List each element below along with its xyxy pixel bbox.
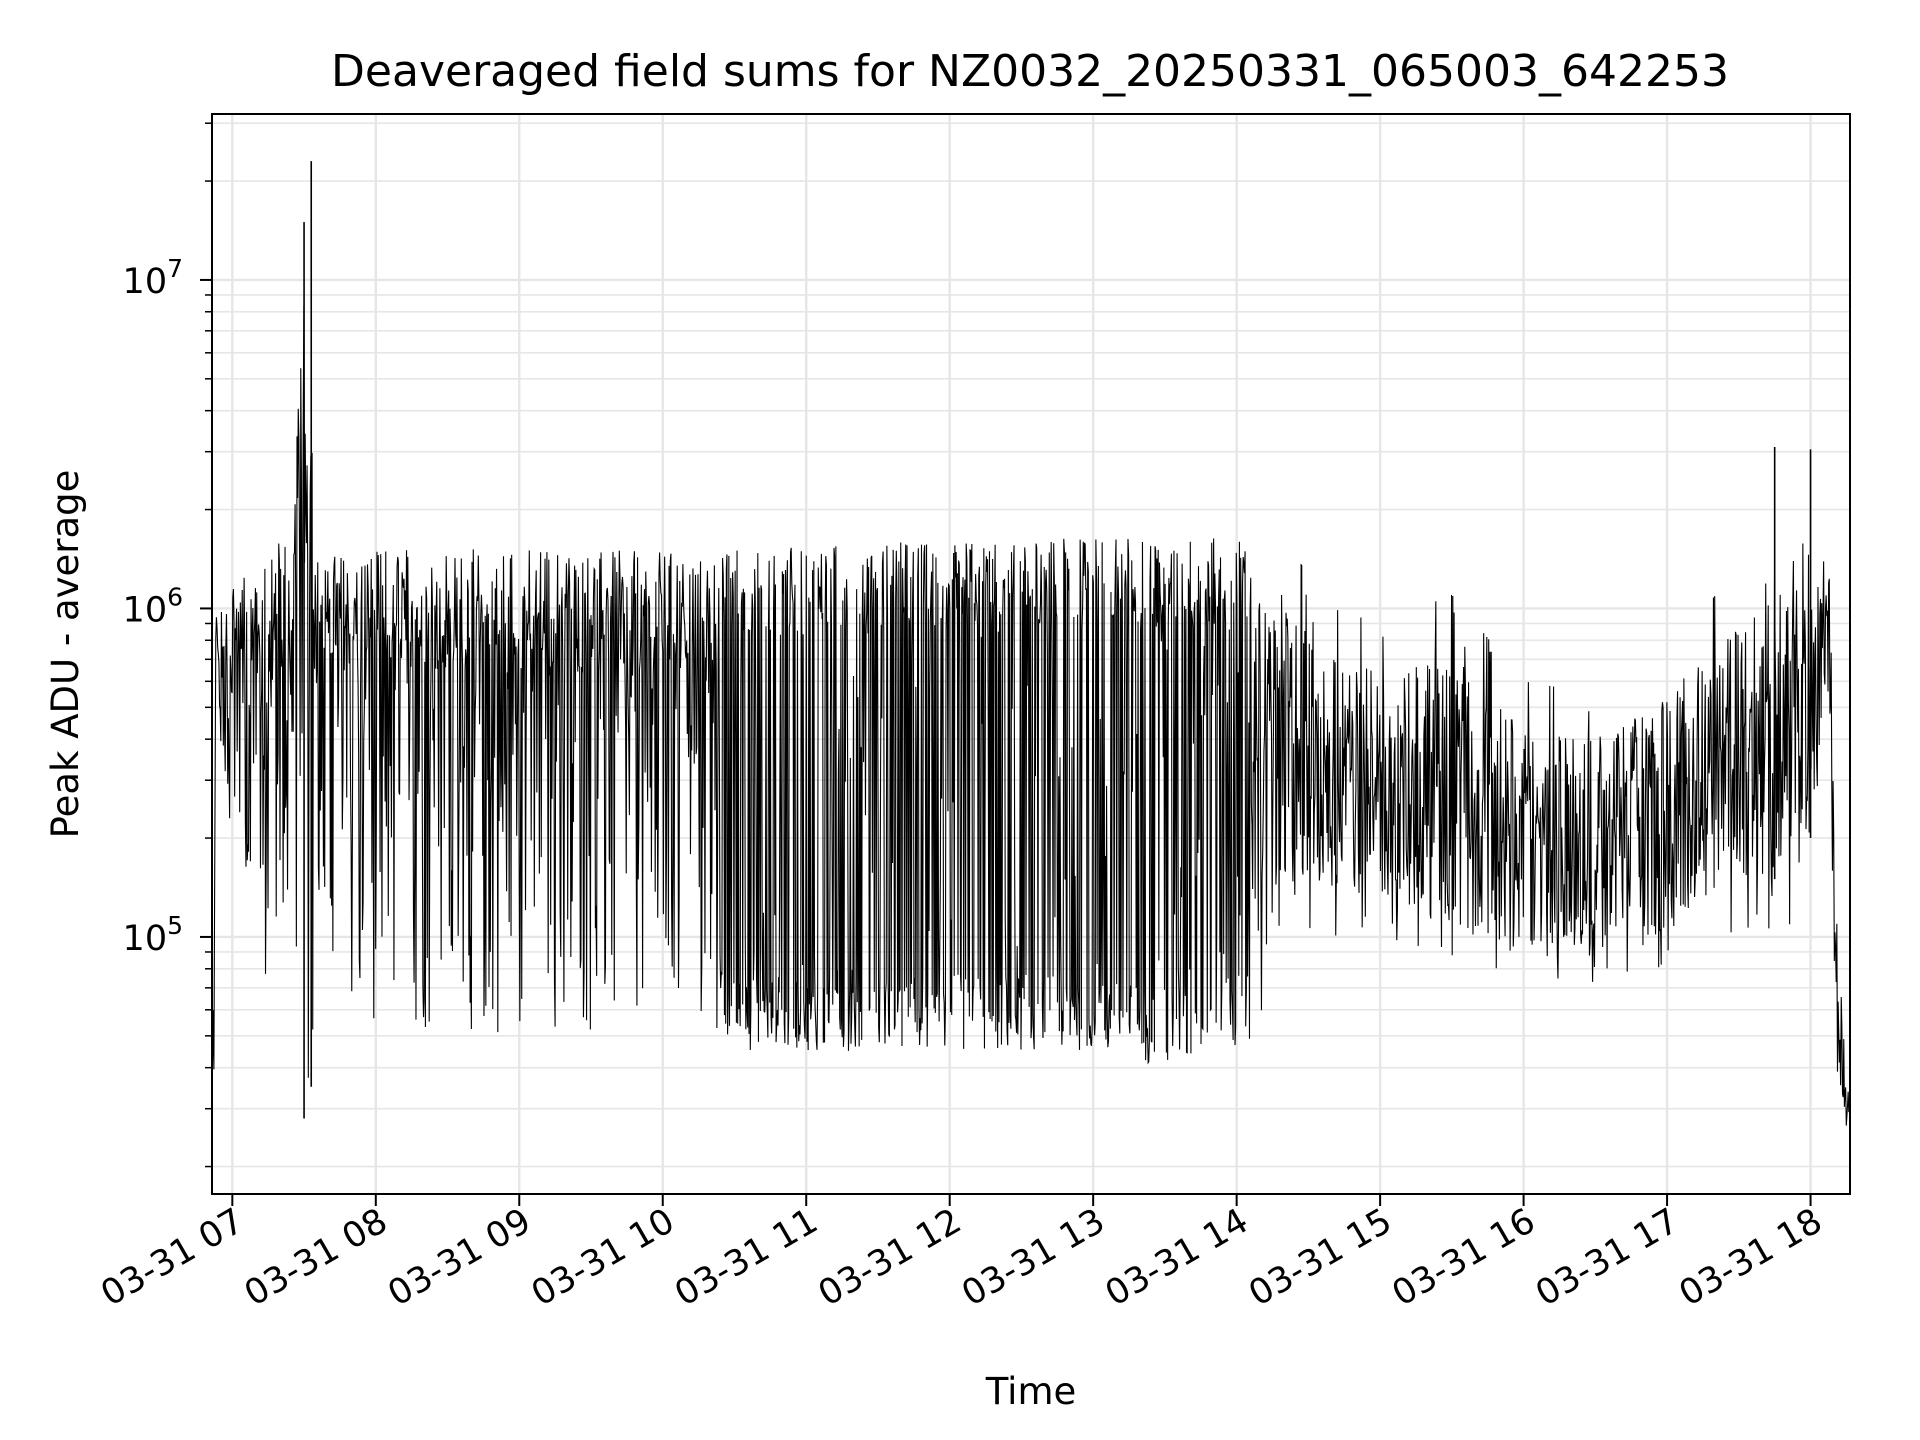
y-axis-label: Peak ADU - average — [44, 470, 87, 839]
y-tick-label: 105 — [123, 911, 183, 959]
plot-area — [211, 161, 1850, 1126]
y-tick-label: 106 — [123, 582, 183, 630]
y-tick-label-base: 10 — [123, 262, 168, 302]
y-tick-label-exponent: 5 — [167, 911, 183, 940]
series-line — [211, 305, 1850, 1126]
y-tick-label-exponent: 7 — [167, 254, 183, 283]
y-tick-label-base: 10 — [123, 590, 168, 630]
axes-frame — [211, 113, 1851, 1195]
y-tick-label-base: 10 — [123, 919, 168, 959]
x-axis-label: Time — [985, 1370, 1077, 1413]
y-tick-label: 107 — [123, 254, 183, 302]
y-tick-label-exponent: 6 — [167, 582, 183, 611]
chart-title: Deaveraged field sums for NZ0032_2025033… — [331, 46, 1729, 97]
